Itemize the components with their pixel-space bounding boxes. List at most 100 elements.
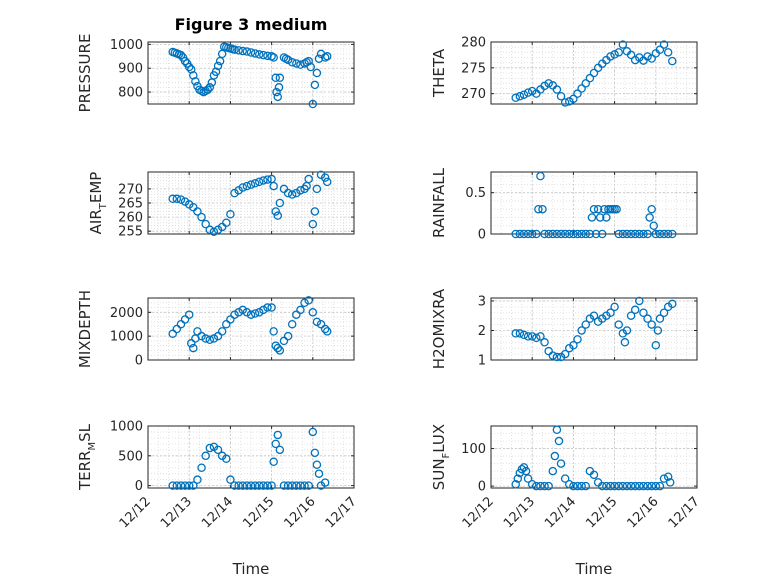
data-point [172, 324, 182, 334]
axes-frame [147, 297, 355, 361]
data-point [536, 481, 545, 491]
data-point [663, 472, 673, 481]
data-point [573, 335, 582, 344]
y-tick-label: 1 [478, 354, 486, 369]
data-point [595, 213, 605, 222]
data-point [569, 229, 578, 239]
data-point [556, 92, 566, 101]
data-point [544, 79, 553, 88]
y-tick-label: 500 [118, 449, 143, 464]
data-point [213, 61, 223, 71]
y-tick-label: 900 [118, 62, 143, 77]
data-point [213, 331, 223, 341]
data-point [300, 481, 309, 490]
data-point [308, 99, 318, 109]
series-mixdepth [168, 296, 332, 355]
data-point [614, 320, 623, 329]
data-point [279, 481, 289, 490]
y-tick-label: 3 [478, 294, 486, 309]
data-point [269, 181, 278, 191]
data-point [193, 207, 202, 216]
y-axis-label: THETA [430, 48, 448, 98]
data-point [184, 481, 194, 490]
data-point [610, 50, 619, 59]
data-point [606, 481, 615, 491]
data-point [250, 481, 260, 490]
data-point [306, 62, 315, 72]
data-point [540, 481, 549, 491]
data-point [573, 229, 582, 239]
data-point [172, 481, 182, 490]
data-point [279, 336, 289, 346]
data-point [209, 334, 219, 343]
series-pressure [168, 42, 332, 109]
y-tick-label: 0 [478, 480, 486, 495]
data-point [622, 326, 632, 335]
data-point [651, 481, 661, 491]
data-point [565, 229, 574, 239]
data-point [630, 481, 640, 491]
data-point [653, 326, 663, 335]
axes-frame [147, 425, 355, 489]
data-point [222, 454, 231, 464]
data-point [523, 229, 533, 239]
data-point [275, 445, 285, 455]
data-point [597, 229, 607, 239]
data-point [527, 229, 537, 239]
data-point [187, 339, 196, 348]
data-point [310, 207, 320, 216]
data-point [242, 181, 252, 191]
data-point [589, 204, 599, 214]
data-point [205, 225, 215, 235]
data-point [197, 212, 206, 222]
y-axis-label: H2OMIXRA [430, 288, 448, 369]
data-point [283, 331, 293, 341]
data-point [665, 478, 675, 487]
data-point [259, 481, 268, 490]
data-point [544, 481, 553, 491]
data-point [647, 204, 656, 214]
data-point [230, 481, 239, 490]
data-point [552, 352, 562, 362]
x-tick-label: 12/14 [199, 494, 236, 531]
data-point [663, 48, 673, 57]
y-tick-label: 255 [118, 225, 143, 240]
data-point [585, 73, 595, 83]
data-point [626, 311, 636, 320]
data-point [176, 195, 186, 204]
data-point [322, 177, 332, 187]
data-point [191, 77, 200, 86]
y-tick-label: 0.5 [465, 186, 486, 201]
data-point [269, 53, 278, 62]
data-point [246, 48, 256, 57]
data-point [184, 310, 194, 319]
data-point [292, 481, 301, 490]
data-point [643, 314, 652, 323]
y-tick-label: 0 [135, 479, 143, 494]
data-point [639, 229, 648, 239]
data-point [614, 229, 623, 239]
data-point [322, 52, 332, 61]
data-point [271, 207, 280, 216]
data-point [565, 479, 574, 489]
data-point [168, 329, 177, 339]
data-point [314, 54, 324, 63]
data-point [269, 457, 278, 467]
data-point [230, 45, 239, 54]
data-point [234, 46, 243, 55]
y-axis-label: AIRTEMP [87, 172, 109, 235]
data-point [246, 481, 256, 490]
data-point [308, 219, 318, 229]
data-point [217, 327, 227, 336]
data-point [548, 229, 558, 239]
data-point [205, 83, 215, 92]
y-axis-label: TERRMSL [76, 423, 98, 491]
data-point [532, 229, 541, 239]
x-tick-label: 12/17 [666, 494, 703, 531]
data-point [259, 50, 268, 60]
data-point [536, 171, 545, 181]
data-point [602, 213, 611, 222]
data-point [226, 210, 235, 219]
x-tick-label: 12/13 [158, 494, 195, 531]
data-point [250, 49, 260, 58]
